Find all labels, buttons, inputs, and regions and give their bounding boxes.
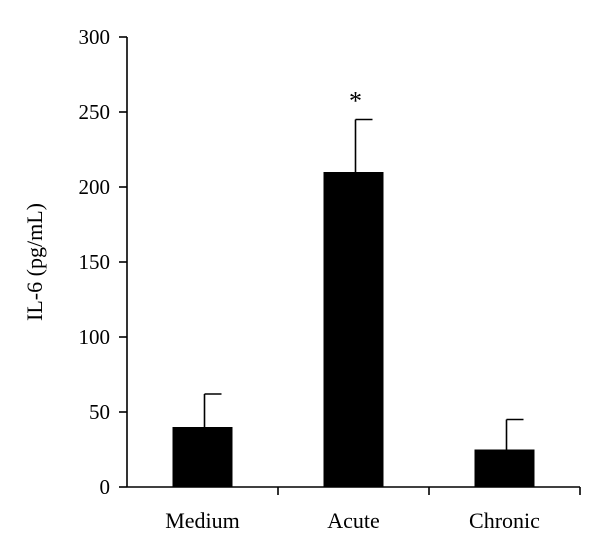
y-axis: 0 50 100 150 200 250 300 [79,25,128,499]
bar-chronic [474,449,535,487]
y-tick-label: 200 [79,175,111,199]
x-tick-label: Acute [327,508,380,533]
significance-marker: * [349,87,362,116]
y-tick-label: 100 [79,325,111,349]
x-tick-label: Medium [165,508,240,533]
y-tick-label: 50 [89,400,110,424]
y-tick-label: 0 [100,475,111,499]
y-tick-label: 300 [79,25,111,49]
bar-medium [172,427,233,487]
bars-group: * [172,87,535,487]
y-tick-label: 150 [79,250,111,274]
bar-acute [323,172,384,487]
x-tick-label: Chronic [469,508,540,533]
y-tick-label: 250 [79,100,111,124]
x-axis: Medium Acute Chronic [127,486,581,533]
y-axis-label: IL-6 (pg/mL) [22,203,47,321]
